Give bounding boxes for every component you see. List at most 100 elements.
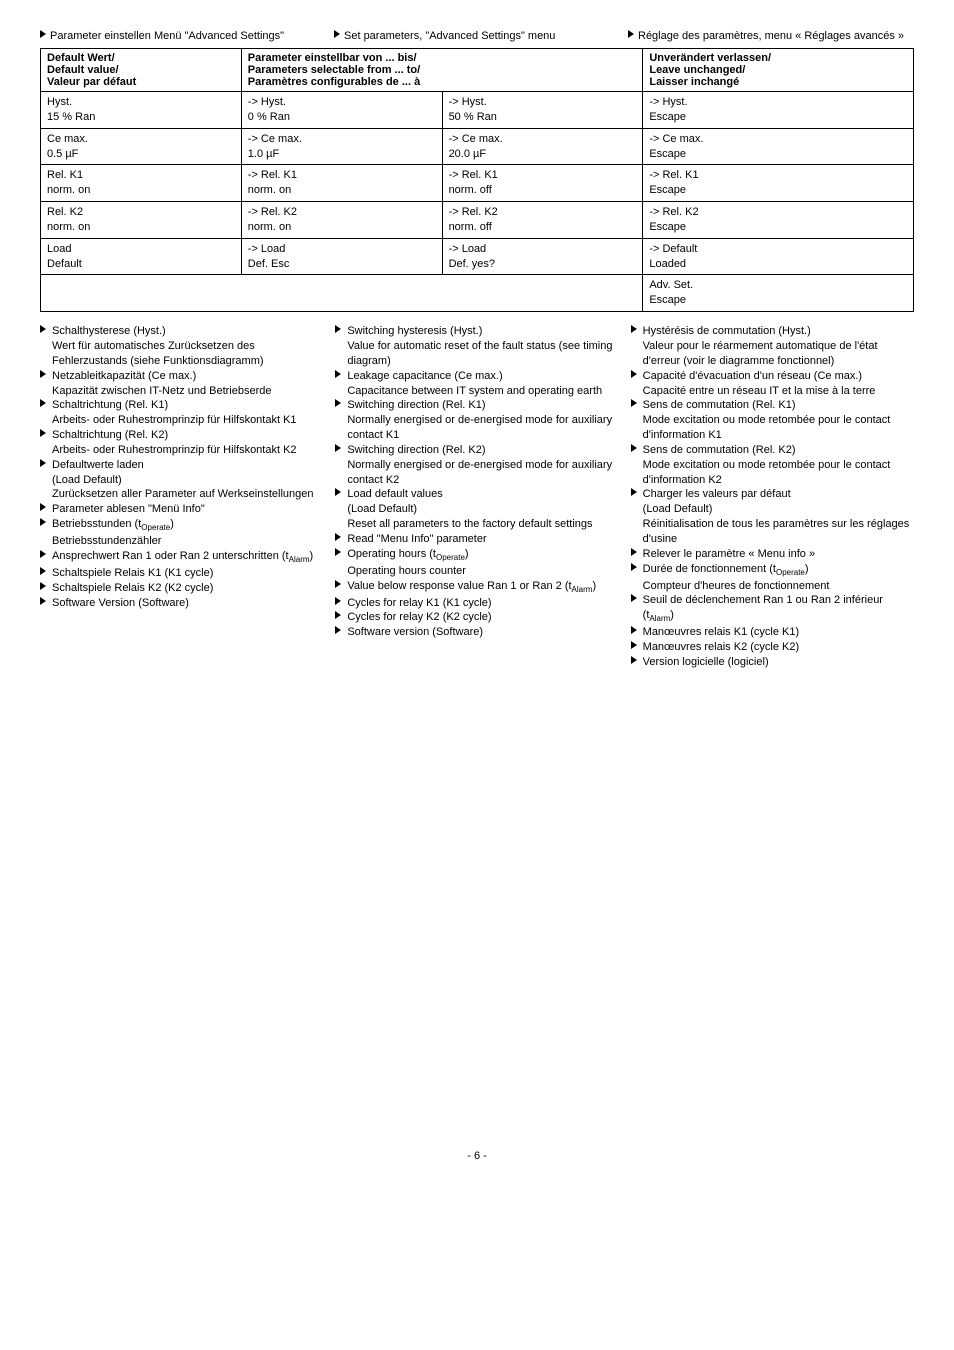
glossary-item: Manœuvres relais K2 (cycle K2) (631, 640, 914, 655)
triangle-icon (631, 593, 643, 625)
top-references: Parameter einstellen Menü "Advanced Sett… (40, 30, 914, 42)
glossary-head: Manœuvres relais K2 (cycle K2) (643, 640, 914, 655)
table-cell: Rel. K2norm. on (41, 202, 242, 239)
table-row: Rel. K1norm. on-> Rel. K1norm. on-> Rel.… (41, 165, 914, 202)
triangle-icon (40, 369, 52, 384)
glossary-item: Charger les valeurs par défaut (631, 487, 914, 502)
ref-fr: Réglage des paramètres, menu « Réglages … (628, 30, 914, 42)
glossary-item: Sens de commutation (Rel. K1) (631, 398, 914, 413)
triangle-icon (40, 428, 52, 443)
ref-de-text: Parameter einstellen Menü "Advanced Sett… (50, 30, 284, 42)
glossary-sub: Arbeits- oder Ruhestromprinzip für Hilfs… (40, 413, 323, 428)
table-cell: -> Hyst.0 % Ran (241, 92, 442, 129)
glossary-en: Switching hysteresis (Hyst.)Value for au… (335, 324, 618, 670)
th-unchanged-l2: Leave unchanged/ (649, 64, 745, 76)
table-cell: Hyst.15 % Ran (41, 92, 242, 129)
triangle-icon (40, 566, 52, 581)
triangle-icon (631, 443, 643, 458)
glossary-head: Relever le paramètre « Menu info » (643, 547, 914, 562)
glossary-item: Software version (Software) (335, 625, 618, 640)
glossary-item: Value below response value Ran 1 or Ran … (335, 579, 618, 596)
glossary-de: Schalthysterese (Hyst.)Wert für automati… (40, 324, 323, 670)
glossary-item: Read "Menu Info" parameter (335, 532, 618, 547)
triangle-icon (335, 487, 347, 502)
glossary-head: Betriebsstunden (tOperate) (52, 517, 323, 534)
glossary-head: Read "Menu Info" parameter (347, 532, 618, 547)
glossary-head: Schaltspiele Relais K1 (K1 cycle) (52, 566, 323, 581)
table-cell: -> Ce max.Escape (643, 128, 914, 165)
table-cell (41, 275, 643, 312)
triangle-icon (335, 443, 347, 458)
glossary-item: Schaltrichtung (Rel. K2) (40, 428, 323, 443)
table-cell: -> LoadDef. Esc (241, 238, 442, 275)
triangle-icon (628, 30, 634, 38)
glossary-sub: (Load Default)Reset all parameters to th… (335, 502, 618, 532)
glossary-item: Durée de fonctionnement (tOperate) (631, 562, 914, 579)
triangle-icon (335, 398, 347, 413)
table-cell: -> Ce max.20.0 µF (442, 128, 643, 165)
table-cell: -> Rel. K1norm. on (241, 165, 442, 202)
glossary-item: Parameter ablesen "Menü Info" (40, 502, 323, 517)
glossary-head: Switching hysteresis (Hyst.) (347, 324, 618, 339)
glossary-sub: Wert für automatisches Zurücksetzen des … (40, 339, 323, 369)
triangle-icon (335, 610, 347, 625)
glossary-head: Sens de commutation (Rel. K1) (643, 398, 914, 413)
triangle-icon (335, 625, 347, 640)
glossary-head: Capacité d'évacuation d'un réseau (Ce ma… (643, 369, 914, 384)
glossary-sub: Normally energised or de-energised mode … (335, 413, 618, 443)
glossary-item: Relever le paramètre « Menu info » (631, 547, 914, 562)
th-unchanged: Unverändert verlassen/ Leave unchanged/ … (643, 49, 914, 92)
page-footer: - 6 - (40, 1150, 914, 1162)
table-cell: -> Rel. K1Escape (643, 165, 914, 202)
glossary-item: Netzableitkapazität (Ce max.) (40, 369, 323, 384)
triangle-icon (631, 487, 643, 502)
glossary-head: Schaltspiele Relais K2 (K2 cycle) (52, 581, 323, 596)
triangle-icon (631, 625, 643, 640)
glossary-item: Cycles for relay K1 (K1 cycle) (335, 596, 618, 611)
glossary-sub: (Load Default)Zurücksetzen aller Paramet… (40, 473, 323, 503)
glossary-item: Seuil de déclenchement Ran 1 ou Ran 2 in… (631, 593, 914, 625)
glossary-head: Switching direction (Rel. K2) (347, 443, 618, 458)
glossary-sub: Arbeits- oder Ruhestromprinzip für Hilfs… (40, 443, 323, 458)
triangle-icon (631, 369, 643, 384)
glossary-head: Value below response value Ran 1 or Ran … (347, 579, 618, 596)
ref-en: Set parameters, "Advanced Settings" menu (334, 30, 620, 42)
glossary-sub: (Load Default)Réinitialisation de tous l… (631, 502, 914, 547)
glossary-head: Software Version (Software) (52, 596, 323, 611)
glossary-sub: Normally energised or de-energised mode … (335, 458, 618, 488)
table-row: Hyst.15 % Ran-> Hyst.0 % Ran-> Hyst.50 %… (41, 92, 914, 129)
table-cell: -> LoadDef. yes? (442, 238, 643, 275)
table-row: LoadDefault-> LoadDef. Esc-> LoadDef. ye… (41, 238, 914, 275)
triangle-icon (335, 596, 347, 611)
th-default: Default Wert/ Default value/ Valeur par … (41, 49, 242, 92)
glossary-sub: Kapazität zwischen IT-Netz und Betriebse… (40, 384, 323, 399)
triangle-icon (631, 562, 643, 579)
glossary-sub: Valeur pour le réarmement automatique de… (631, 339, 914, 369)
glossary-sub: Capacité entre un réseau IT et la mise à… (631, 384, 914, 399)
glossary-item: Hystérésis de commutation (Hyst.) (631, 324, 914, 339)
th-default-l3: Valeur par défaut (47, 76, 136, 88)
glossary-item: Operating hours (tOperate) (335, 547, 618, 564)
glossary: Schalthysterese (Hyst.)Wert für automati… (40, 324, 914, 670)
th-unchanged-l1: Unverändert verlassen/ (649, 52, 771, 64)
glossary-item: Schaltrichtung (Rel. K1) (40, 398, 323, 413)
ref-en-text: Set parameters, "Advanced Settings" menu (344, 30, 555, 42)
glossary-head: Operating hours (tOperate) (347, 547, 618, 564)
glossary-item: Leakage capacitance (Ce max.) (335, 369, 618, 384)
glossary-item: Switching hysteresis (Hyst.) (335, 324, 618, 339)
glossary-item: Version logicielle (logiciel) (631, 655, 914, 670)
glossary-item: Betriebsstunden (tOperate) (40, 517, 323, 534)
glossary-head: Switching direction (Rel. K1) (347, 398, 618, 413)
glossary-sub: Compteur d'heures de fonctionnement (631, 579, 914, 594)
th-range-l1: Parameter einstellbar von ... bis/ (248, 52, 417, 64)
glossary-head: Seuil de déclenchement Ran 1 ou Ran 2 in… (643, 593, 914, 625)
triangle-icon (631, 547, 643, 562)
glossary-sub: Mode excitation ou mode retombée pour le… (631, 458, 914, 488)
glossary-item: Switching direction (Rel. K1) (335, 398, 618, 413)
table-cell: -> DefaultLoaded (643, 238, 914, 275)
glossary-head: Charger les valeurs par défaut (643, 487, 914, 502)
glossary-item: Switching direction (Rel. K2) (335, 443, 618, 458)
table-cell: Ce max.0.5 µF (41, 128, 242, 165)
triangle-icon (631, 655, 643, 670)
glossary-head: Defaultwerte laden (52, 458, 323, 473)
